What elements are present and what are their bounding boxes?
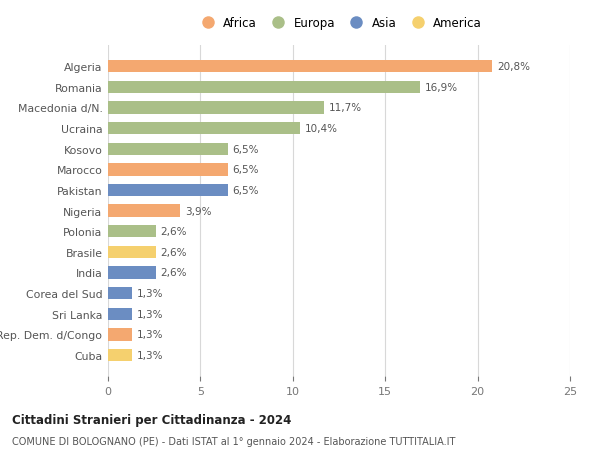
Text: Cittadini Stranieri per Cittadinanza - 2024: Cittadini Stranieri per Cittadinanza - 2…	[12, 413, 292, 426]
Bar	[108, 123, 300, 135]
Text: 20,8%: 20,8%	[497, 62, 530, 72]
Text: 6,5%: 6,5%	[233, 185, 259, 196]
Text: 16,9%: 16,9%	[425, 83, 458, 93]
Bar	[108, 102, 324, 114]
Text: 1,3%: 1,3%	[137, 350, 163, 360]
Bar	[108, 61, 493, 73]
Text: 2,6%: 2,6%	[161, 268, 187, 278]
Text: 11,7%: 11,7%	[329, 103, 362, 113]
Text: 1,3%: 1,3%	[137, 288, 163, 298]
Bar	[108, 267, 156, 279]
Bar	[108, 82, 421, 94]
Legend: Africa, Europa, Asia, America: Africa, Europa, Asia, America	[191, 12, 487, 34]
Bar	[108, 164, 228, 176]
Text: 3,9%: 3,9%	[185, 206, 211, 216]
Text: 10,4%: 10,4%	[305, 124, 338, 134]
Bar	[108, 205, 180, 217]
Bar	[108, 225, 156, 238]
Text: 1,3%: 1,3%	[137, 309, 163, 319]
Text: 6,5%: 6,5%	[233, 145, 259, 154]
Text: COMUNE DI BOLOGNANO (PE) - Dati ISTAT al 1° gennaio 2024 - Elaborazione TUTTITAL: COMUNE DI BOLOGNANO (PE) - Dati ISTAT al…	[12, 436, 455, 446]
Bar	[108, 329, 132, 341]
Bar	[108, 185, 228, 197]
Text: 1,3%: 1,3%	[137, 330, 163, 340]
Bar	[108, 349, 132, 361]
Text: 2,6%: 2,6%	[161, 247, 187, 257]
Text: 2,6%: 2,6%	[161, 227, 187, 237]
Bar	[108, 246, 156, 258]
Bar	[108, 287, 132, 300]
Text: 6,5%: 6,5%	[233, 165, 259, 175]
Bar	[108, 143, 228, 156]
Bar	[108, 308, 132, 320]
